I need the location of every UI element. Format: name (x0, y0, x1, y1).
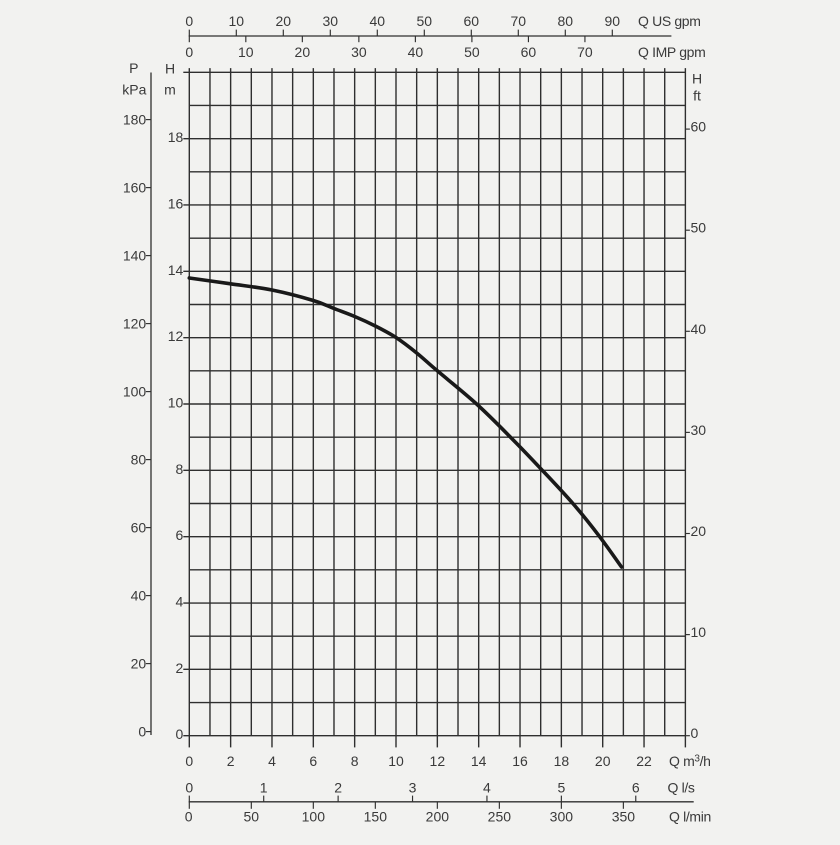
svg-text:10: 10 (238, 44, 254, 60)
svg-text:10: 10 (388, 753, 404, 769)
svg-text:300: 300 (550, 809, 574, 825)
svg-text:Q l/min: Q l/min (669, 809, 711, 825)
svg-text:4: 4 (176, 594, 184, 610)
svg-text:20: 20 (295, 44, 311, 60)
svg-text:2: 2 (334, 779, 342, 795)
svg-text:350: 350 (612, 809, 636, 825)
svg-text:3: 3 (409, 779, 417, 795)
svg-text:120: 120 (123, 316, 147, 332)
svg-text:22: 22 (636, 753, 652, 769)
svg-text:m: m (164, 81, 176, 97)
svg-text:H: H (165, 61, 175, 77)
svg-text:8: 8 (351, 753, 359, 769)
svg-text:0: 0 (185, 13, 193, 29)
svg-text:80: 80 (131, 452, 147, 468)
svg-text:30: 30 (691, 422, 707, 438)
svg-text:30: 30 (323, 13, 339, 29)
svg-text:16: 16 (168, 195, 184, 211)
svg-text:P: P (129, 60, 138, 76)
svg-text:60: 60 (521, 44, 537, 60)
svg-text:50: 50 (691, 220, 707, 236)
svg-text:18: 18 (168, 129, 184, 145)
svg-text:200: 200 (426, 809, 450, 825)
svg-text:50: 50 (464, 44, 480, 60)
svg-text:0: 0 (185, 809, 193, 825)
svg-text:140: 140 (123, 248, 147, 264)
svg-text:100: 100 (302, 809, 326, 825)
svg-text:20: 20 (691, 523, 707, 539)
svg-text:12: 12 (430, 753, 446, 769)
svg-text:100: 100 (123, 384, 147, 400)
svg-text:H: H (692, 71, 702, 87)
svg-text:30: 30 (351, 44, 367, 60)
svg-text:12: 12 (168, 328, 184, 344)
svg-text:150: 150 (364, 809, 388, 825)
svg-text:70: 70 (511, 13, 527, 29)
svg-text:Q l/s: Q l/s (668, 779, 695, 795)
svg-text:180: 180 (123, 112, 147, 128)
svg-text:40: 40 (691, 321, 707, 337)
svg-text:40: 40 (408, 44, 424, 60)
svg-text:Q m3/h: Q m3/h (669, 753, 711, 769)
svg-text:6: 6 (632, 779, 640, 795)
svg-text:2: 2 (176, 660, 184, 676)
svg-text:16: 16 (512, 753, 528, 769)
svg-text:60: 60 (131, 520, 147, 536)
svg-text:10: 10 (168, 395, 184, 411)
svg-text:6: 6 (176, 527, 184, 543)
svg-text:90: 90 (605, 13, 621, 29)
svg-text:50: 50 (244, 809, 260, 825)
svg-text:0: 0 (185, 44, 193, 60)
svg-text:4: 4 (483, 779, 491, 795)
svg-text:0: 0 (185, 753, 193, 769)
svg-text:0: 0 (691, 725, 699, 741)
svg-text:Q IMP gpm: Q IMP gpm (638, 44, 705, 60)
svg-text:14: 14 (168, 262, 184, 278)
svg-text:0: 0 (138, 724, 146, 740)
svg-text:14: 14 (471, 753, 487, 769)
svg-text:60: 60 (691, 119, 707, 135)
svg-text:40: 40 (370, 13, 386, 29)
svg-text:2: 2 (227, 753, 235, 769)
svg-text:20: 20 (131, 656, 147, 672)
svg-text:50: 50 (417, 13, 433, 29)
svg-text:0: 0 (185, 779, 193, 795)
svg-text:60: 60 (464, 13, 480, 29)
svg-text:5: 5 (557, 779, 565, 795)
svg-text:80: 80 (558, 13, 574, 29)
svg-text:ft: ft (693, 88, 701, 104)
svg-text:18: 18 (554, 753, 570, 769)
svg-text:8: 8 (176, 461, 184, 477)
svg-text:20: 20 (595, 753, 611, 769)
svg-text:70: 70 (577, 44, 593, 60)
svg-text:6: 6 (309, 753, 317, 769)
svg-text:160: 160 (123, 180, 147, 196)
svg-text:40: 40 (131, 588, 147, 604)
svg-text:10: 10 (229, 13, 245, 29)
svg-text:kPa: kPa (122, 81, 146, 97)
svg-text:0: 0 (176, 726, 184, 742)
svg-text:1: 1 (260, 779, 268, 795)
svg-text:20: 20 (276, 13, 292, 29)
svg-text:4: 4 (268, 753, 276, 769)
svg-text:250: 250 (488, 809, 512, 825)
svg-text:10: 10 (691, 624, 707, 640)
svg-text:Q US gpm: Q US gpm (638, 13, 701, 29)
